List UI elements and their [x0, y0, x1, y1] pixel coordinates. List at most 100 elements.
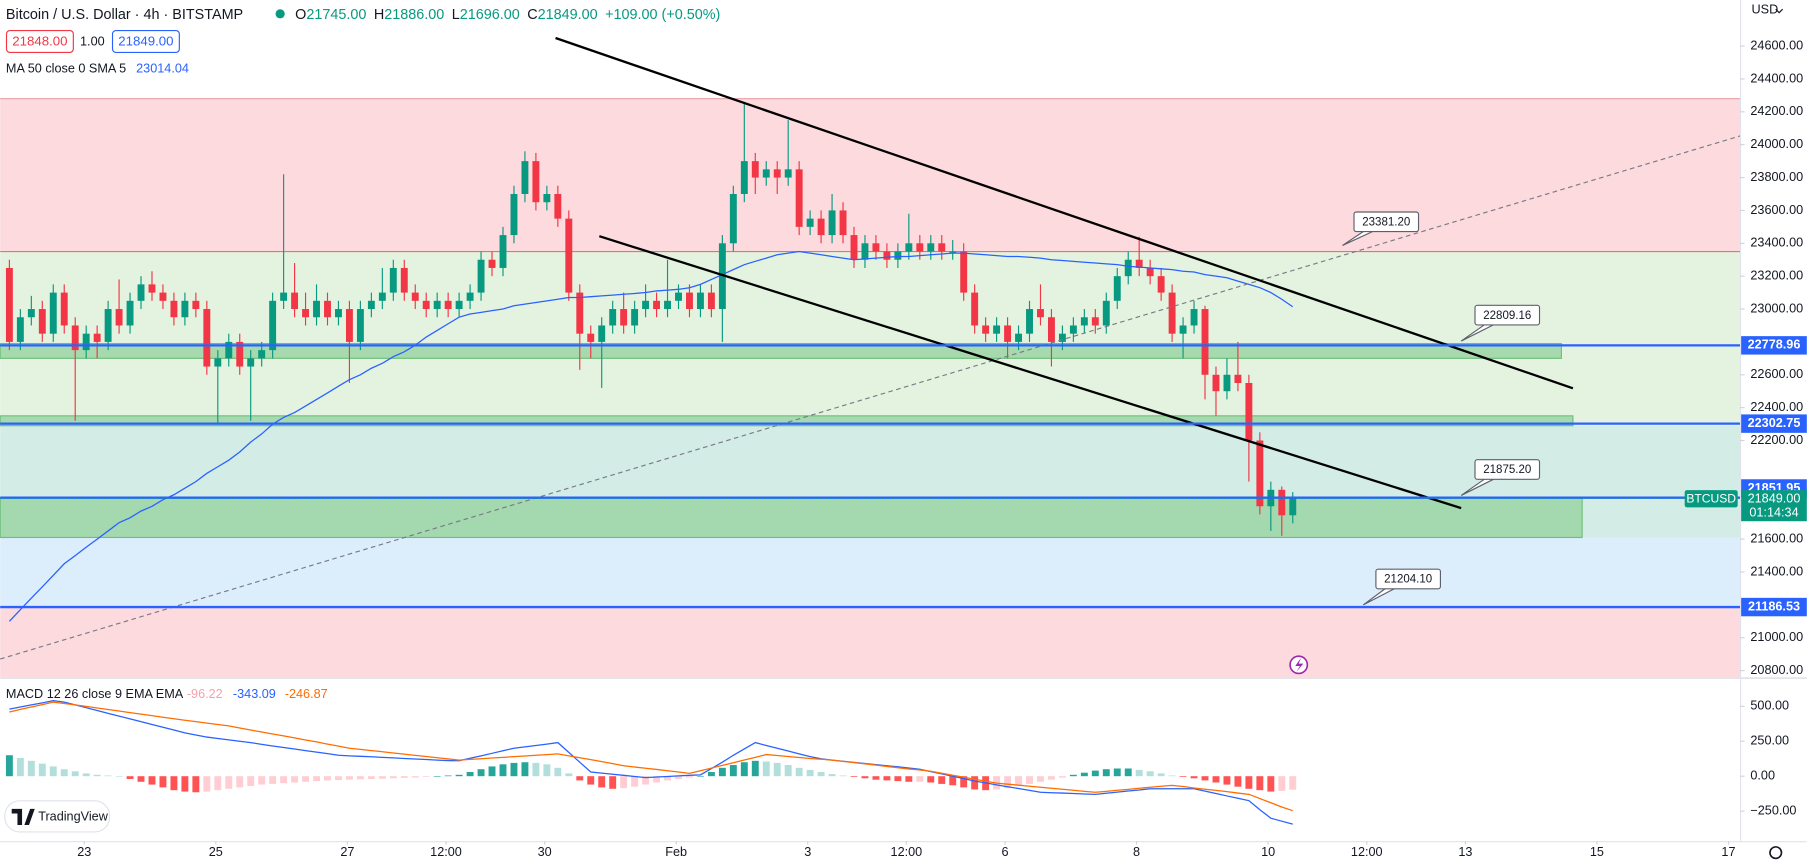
ohlc-key: H: [374, 7, 384, 23]
candle-body: [159, 292, 167, 301]
macd-histogram-bar: [576, 776, 584, 781]
market-status: [275, 9, 285, 19]
macd-histogram-bar: [488, 766, 496, 777]
candle-body: [773, 169, 781, 178]
candle-body: [993, 325, 1001, 334]
y-tick-label: 22200.00: [1750, 433, 1803, 447]
buy-button[interactable]: [111, 29, 180, 54]
macd-histogram-bar: [291, 776, 299, 783]
macd-histogram-bar: [422, 776, 430, 777]
candle-body: [905, 243, 913, 252]
candle-body: [1015, 333, 1022, 342]
y-tick-label: 24400.00: [1750, 71, 1803, 85]
macd-histogram-bar: [784, 765, 792, 777]
macd-histogram-bar: [696, 776, 704, 777]
macd-histogram-bar: [740, 762, 748, 777]
candle-body: [653, 300, 661, 310]
macd-histogram-bar: [302, 776, 310, 782]
macd-histogram-bar: [609, 776, 617, 789]
candle-body: [1047, 317, 1055, 342]
candle-body: [587, 333, 595, 342]
indicator-legend[interactable]: MA 50 close 0 SMA 5: [6, 61, 126, 75]
candle-body: [400, 267, 408, 293]
macd-histogram-bar: [1004, 776, 1012, 789]
macd-histogram-bar: [93, 774, 101, 777]
candle-body: [1245, 382, 1253, 441]
x-tick-label: 23: [77, 845, 91, 859]
macd-histogram-bar: [389, 776, 397, 779]
signal-line: [9, 701, 1293, 812]
callout-label: 21875.20: [1483, 464, 1531, 476]
candle-body: [938, 243, 946, 252]
candle-body: [1234, 374, 1242, 383]
macd-legend[interactable]: MACD 12 26 close 9 EMA EMA: [6, 687, 184, 701]
candle-body: [631, 309, 639, 326]
macd-histogram-bar: [324, 776, 331, 781]
sell-button[interactable]: [5, 29, 74, 54]
macd-histogram-bar: [477, 769, 485, 777]
quantity: 1.00: [80, 34, 105, 48]
dashed-trend-line: [0, 135, 1741, 660]
macd-histogram-bar: [203, 776, 211, 792]
y-tick-label: 22400.00: [1750, 400, 1803, 414]
macd-histogram-bar: [1124, 768, 1132, 777]
currency[interactable]: USD: [1752, 3, 1779, 17]
candle-body: [707, 292, 715, 310]
macd-histogram-bar: [455, 774, 463, 777]
settings-icon[interactable]: [1769, 846, 1783, 860]
macd-histogram-bar: [806, 769, 814, 777]
candle-body: [192, 300, 200, 310]
x-tick-label: 10: [1261, 845, 1275, 859]
zone: [0, 98, 1740, 252]
y-tick-label: 20800.00: [1750, 663, 1803, 677]
symbol-title[interactable]: Bitcoin / U.S. Dollar · 4h · BITSTAMP: [6, 7, 243, 23]
macd-histogram-bar: [762, 761, 770, 777]
ohlc: O21745.00 H21886.00 L21696.00 C21849.00 …: [295, 7, 720, 23]
candle-body: [367, 300, 375, 310]
macd-histogram-bar: [653, 776, 661, 783]
candle-body: [1157, 276, 1165, 293]
macd-histogram-bar: [795, 767, 803, 777]
candle-body: [554, 193, 562, 219]
macd-histogram-bar: [170, 776, 178, 791]
candle-body: [960, 251, 968, 293]
macd-histogram-bar: [1113, 768, 1121, 777]
macd-histogram-bar: [971, 776, 979, 790]
zones: [0, 98, 1740, 678]
ohlc-value: 21886.00: [384, 7, 444, 23]
ohlc-key: C: [527, 7, 537, 23]
candle-body: [236, 341, 244, 367]
candle-body: [620, 309, 628, 326]
candle-body: [115, 309, 123, 326]
macd-histogram-bar: [773, 762, 781, 777]
candle-body: [1113, 276, 1121, 301]
brand-badge[interactable]: [4, 800, 111, 833]
x-tick-label: 12:00: [430, 845, 462, 859]
candle-body: [126, 300, 134, 326]
last-price-label: 21849.00: [1748, 492, 1801, 506]
candle-body: [916, 243, 924, 252]
candle-body: [894, 251, 902, 260]
macd-histogram-bar: [905, 776, 913, 782]
macd-histogram-bar: [71, 771, 79, 777]
x-tick-label: 25: [209, 845, 223, 859]
candle-body: [850, 235, 858, 260]
y-tick-label: 23000.00: [1750, 301, 1803, 315]
level-tag: [1741, 336, 1807, 355]
y-tick-label: 21600.00: [1750, 531, 1803, 545]
macd-histogram-bar: [466, 772, 474, 777]
callout-box: [1474, 459, 1541, 480]
band: [0, 342, 1562, 359]
macd-line: [9, 700, 1293, 825]
macd-histogram-bar: [1069, 774, 1077, 777]
macd-histogram-bar: [1047, 776, 1055, 780]
candle-body: [806, 218, 814, 227]
candle-body: [225, 341, 233, 359]
macd-histogram-bar: [532, 762, 540, 777]
x-tick-label: 17: [1721, 845, 1735, 859]
level-tag-label: 21186.53: [1748, 599, 1800, 613]
candle-body: [49, 292, 57, 334]
candle-body: [828, 210, 836, 236]
candle-body: [1190, 309, 1198, 326]
